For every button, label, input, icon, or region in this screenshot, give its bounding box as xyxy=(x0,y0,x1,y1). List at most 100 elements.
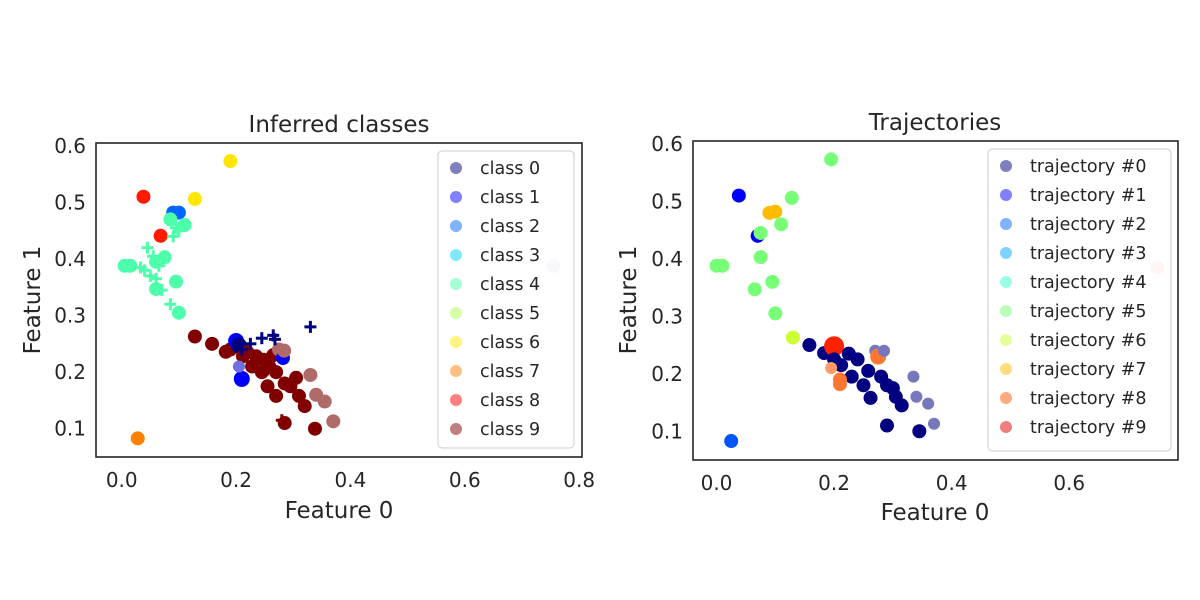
legend-entry: trajectory #4 xyxy=(1000,273,1147,293)
data-point xyxy=(171,305,186,320)
legend-label: trajectory #5 xyxy=(1030,302,1147,322)
y-tick-label: 0.5 xyxy=(54,190,86,214)
data-point xyxy=(878,344,891,357)
cross-marker xyxy=(147,250,160,263)
legend-entry: class 5 xyxy=(450,304,540,324)
y-tick-label: 0.3 xyxy=(651,304,683,328)
data-point xyxy=(850,352,865,367)
legend-label: trajectory #0 xyxy=(1030,157,1147,177)
legend: class 0 class 1 class 2 class 3 class 4 class… xyxy=(437,150,575,449)
data-point xyxy=(130,431,145,446)
legend-entry: class 0 xyxy=(450,159,540,179)
chart-title: Trajectories xyxy=(868,110,1001,136)
data-point xyxy=(802,338,817,353)
plot-frame xyxy=(692,140,1179,461)
data-point xyxy=(768,306,783,321)
legend-swatch xyxy=(450,365,462,377)
y-tick-label: 0.2 xyxy=(54,360,86,384)
data-point xyxy=(153,228,168,243)
legend-swatch xyxy=(1000,305,1012,317)
plot-frame xyxy=(95,142,583,458)
legend-label: trajectory #9 xyxy=(1030,418,1147,438)
cross-marker xyxy=(167,230,180,243)
x-tick-label: 0.8 xyxy=(563,468,595,492)
y-tick-label: 0.2 xyxy=(651,362,683,386)
legend-entry: trajectory #1 xyxy=(1000,186,1147,206)
data-point xyxy=(303,367,318,382)
data-point xyxy=(747,282,762,297)
data-point xyxy=(223,154,238,169)
cross-marker xyxy=(172,224,185,237)
data-point xyxy=(784,190,799,205)
chart-title: Inferred classes xyxy=(249,112,430,138)
data-point xyxy=(824,336,845,357)
legend-label: trajectory #3 xyxy=(1030,244,1147,264)
data-point xyxy=(844,369,859,384)
cross-marker xyxy=(268,333,281,346)
cross-marker xyxy=(255,332,268,345)
legend-entry: trajectory #0 xyxy=(1000,157,1147,177)
legend-label: class 7 xyxy=(480,362,540,382)
legend-label: trajectory #2 xyxy=(1030,215,1147,235)
data-point xyxy=(317,394,332,409)
x-tick-label: 0.0 xyxy=(106,468,138,492)
data-point xyxy=(724,434,739,449)
legend-label: class 9 xyxy=(480,420,540,440)
x-axis-label: Feature 0 xyxy=(285,498,394,524)
legend-entry: class 6 xyxy=(450,333,540,353)
data-point xyxy=(912,424,927,439)
legend-label: class 4 xyxy=(480,275,540,295)
data-point xyxy=(326,414,341,429)
x-tick-label: 0.4 xyxy=(335,468,367,492)
legend-box xyxy=(437,150,575,449)
y-axis-label: Feature 1 xyxy=(616,246,642,355)
data-point xyxy=(774,217,789,232)
legend-swatch xyxy=(450,162,462,174)
x-tick-label: 0.4 xyxy=(936,471,968,495)
legend-label: trajectory #7 xyxy=(1030,360,1147,380)
legend-entry: trajectory #5 xyxy=(1000,302,1147,322)
data-point xyxy=(731,188,746,203)
data-point xyxy=(832,377,847,392)
legend-label: class 6 xyxy=(480,333,540,353)
legend-label: class 0 xyxy=(480,159,540,179)
legend-entry: class 9 xyxy=(450,420,540,440)
scatter-marks xyxy=(709,152,1165,449)
data-point xyxy=(894,398,909,413)
y-tick-label: 0.4 xyxy=(651,247,683,271)
legend-label: trajectory #6 xyxy=(1030,331,1147,351)
data-point xyxy=(136,189,151,204)
legend-entry: class 8 xyxy=(450,391,540,411)
x-tick-label: 0.0 xyxy=(701,471,733,495)
data-point xyxy=(715,258,730,273)
data-point xyxy=(910,390,923,403)
data-point xyxy=(834,358,849,373)
legend-entry: trajectory #6 xyxy=(1000,331,1147,351)
x-tick-label: 0.6 xyxy=(449,468,481,492)
cross-marker xyxy=(235,343,248,356)
y-tick-label: 0.6 xyxy=(54,134,86,158)
data-point xyxy=(291,388,306,403)
data-point xyxy=(928,417,941,430)
data-point xyxy=(824,152,839,167)
legend-swatch xyxy=(450,249,462,261)
legend-swatch xyxy=(450,394,462,406)
data-point xyxy=(825,362,838,375)
data-point xyxy=(297,399,312,414)
trajectories-panel: Trajectories Feature 0 Feature 1 0.0 0.2 0… xyxy=(616,110,1179,526)
data-point xyxy=(922,397,935,410)
legend-swatch xyxy=(450,191,462,203)
data-point xyxy=(307,421,322,436)
data-point xyxy=(856,378,871,393)
data-point xyxy=(765,274,780,289)
legend-swatch xyxy=(1000,363,1012,375)
data-point xyxy=(233,370,250,387)
legend-label: trajectory #1 xyxy=(1030,186,1147,206)
data-point xyxy=(861,363,876,378)
y-tick-label: 0.6 xyxy=(651,132,683,156)
legend-swatch xyxy=(1000,421,1012,433)
cross-marker xyxy=(164,298,177,311)
legend-swatch xyxy=(1000,160,1012,172)
data-point xyxy=(753,225,768,240)
legend-swatch xyxy=(450,336,462,348)
